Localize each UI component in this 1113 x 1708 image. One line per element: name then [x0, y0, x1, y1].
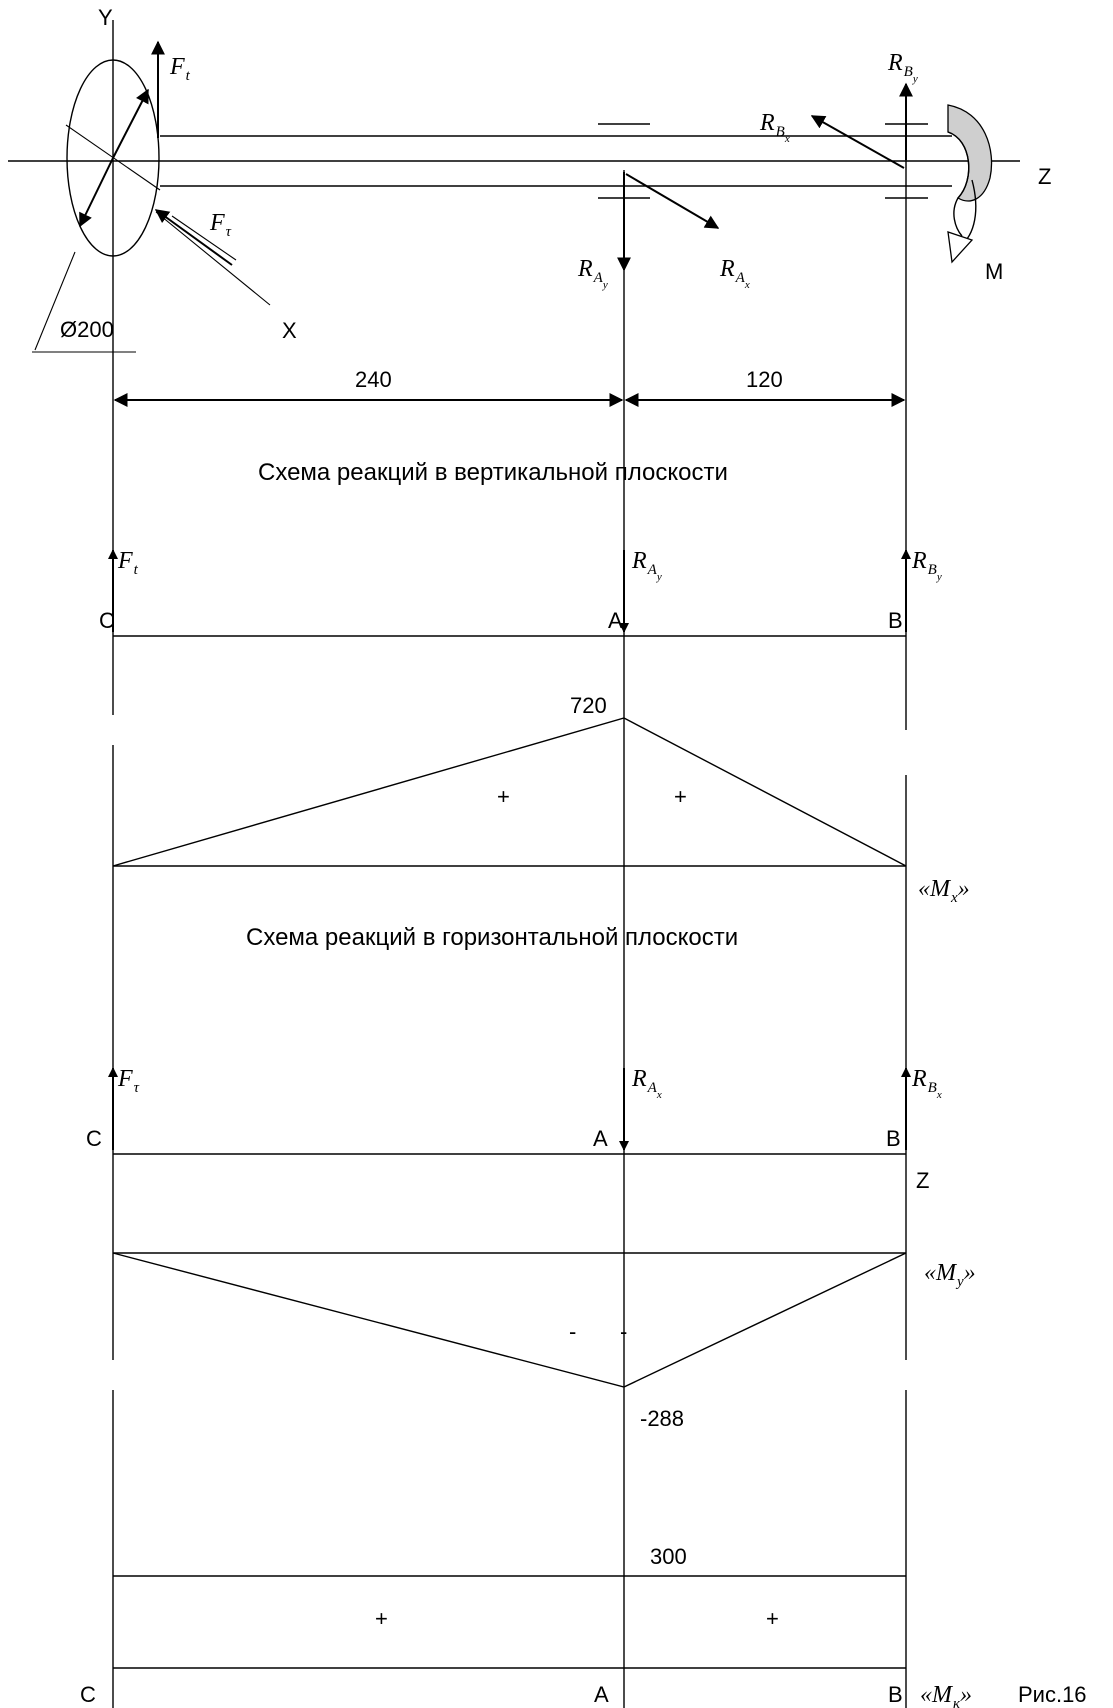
mk-point-a: A — [594, 1682, 609, 1707]
my-curve — [112, 1252, 907, 1388]
mk-diagram: 300 + + C A B «Mк» Рис.16 — [80, 1544, 1087, 1708]
y-axis-label: Y — [98, 5, 113, 30]
mk-value: 300 — [650, 1544, 687, 1569]
dimension-lines: 240 120 — [113, 367, 906, 407]
reaction-ray-label: RAy — [577, 256, 608, 291]
reaction-rby-label: RBy — [887, 50, 918, 85]
gear-radius-arrow-up — [112, 88, 149, 159]
reaction-rbx-label: RBx — [759, 110, 790, 145]
horiz-ftau-label: Fτ — [117, 1066, 140, 1096]
torque-curve-inner — [947, 131, 970, 199]
my-min-value: -288 — [640, 1406, 684, 1431]
horiz-point-a: A — [593, 1126, 608, 1151]
my-diagram: - - -288 «My» — [112, 1252, 976, 1431]
figure-caption: Рис.16 — [1018, 1682, 1087, 1707]
torque-label: M — [985, 259, 1003, 284]
reaction-rax-arrow — [625, 173, 720, 229]
vert-ray-label: RAy — [631, 548, 662, 583]
x-axis-line — [155, 211, 271, 306]
force-ftau-arrow-line — [154, 209, 233, 266]
horiz-point-c: C — [86, 1126, 102, 1151]
torque-curve-tail — [953, 197, 963, 237]
mx-label: «Mx» — [918, 876, 970, 906]
caption-vertical-plane: Схема реакций в вертикальной плоскости — [258, 459, 728, 486]
mk-point-b: B — [888, 1682, 903, 1707]
horiz-rax-label: RAx — [631, 1066, 662, 1101]
force-ft-label: Ft — [169, 54, 191, 84]
vert-rby-label: RBy — [911, 548, 942, 583]
torque-arrowhead — [947, 231, 974, 264]
diameter-leader — [34, 251, 76, 351]
vert-point-c: C — [99, 608, 115, 633]
section-lines — [112, 20, 907, 1708]
my-sign-right: - — [620, 1319, 627, 1344]
mk-sign-left: + — [375, 1606, 388, 1631]
my-label: «My» — [924, 1260, 976, 1290]
vert-ft-label: Ft — [117, 548, 139, 578]
caption-horizontal-plane: Схема реакций в горизонтальной плоскости — [246, 924, 738, 951]
vert-point-b: B — [888, 608, 903, 633]
vert-point-a: A — [608, 608, 623, 633]
mk-label: «Mк» — [920, 1682, 972, 1708]
dimension-240-label: 240 — [355, 367, 392, 392]
reaction-rax-label: RAx — [719, 256, 750, 291]
mk-point-c: C — [80, 1682, 96, 1707]
mx-max-value: 720 — [570, 693, 607, 718]
force-ftau-arrow-double — [171, 215, 237, 261]
mx-sign-left: + — [497, 784, 510, 809]
x-axis-label: X — [282, 318, 297, 343]
gear-radius-arrow-down — [79, 157, 114, 228]
dimension-120-label: 120 — [746, 367, 783, 392]
force-ftau-label: Fτ — [209, 210, 232, 240]
torque-shaded-area — [947, 104, 993, 202]
diameter-label: Ø200 — [60, 317, 114, 342]
horiz-point-b: B — [886, 1126, 901, 1151]
horiz-rbx-label: RBx — [911, 1066, 942, 1101]
reaction-rbx-arrow — [810, 115, 905, 169]
torque-symbol — [947, 104, 993, 264]
gear-wheel — [66, 59, 160, 257]
horizontal-plane-beam: Fτ RAx RBx C A B Z — [86, 1066, 942, 1193]
mx-diagram: 720 + + «Mx» — [112, 693, 970, 906]
mx-curve — [112, 717, 907, 867]
shaft-sketch: Y Z X Ø200 Ft Fτ RAy RAx RBy RBx — [8, 5, 1051, 353]
mk-sign-right: + — [766, 1606, 779, 1631]
my-sign-left: - — [569, 1319, 576, 1344]
mx-sign-right: + — [674, 784, 687, 809]
horiz-point-z: Z — [916, 1168, 929, 1193]
z-axis-label: Z — [1038, 164, 1051, 189]
vertical-plane-beam: Ft RAy RBy C A B — [99, 548, 942, 637]
